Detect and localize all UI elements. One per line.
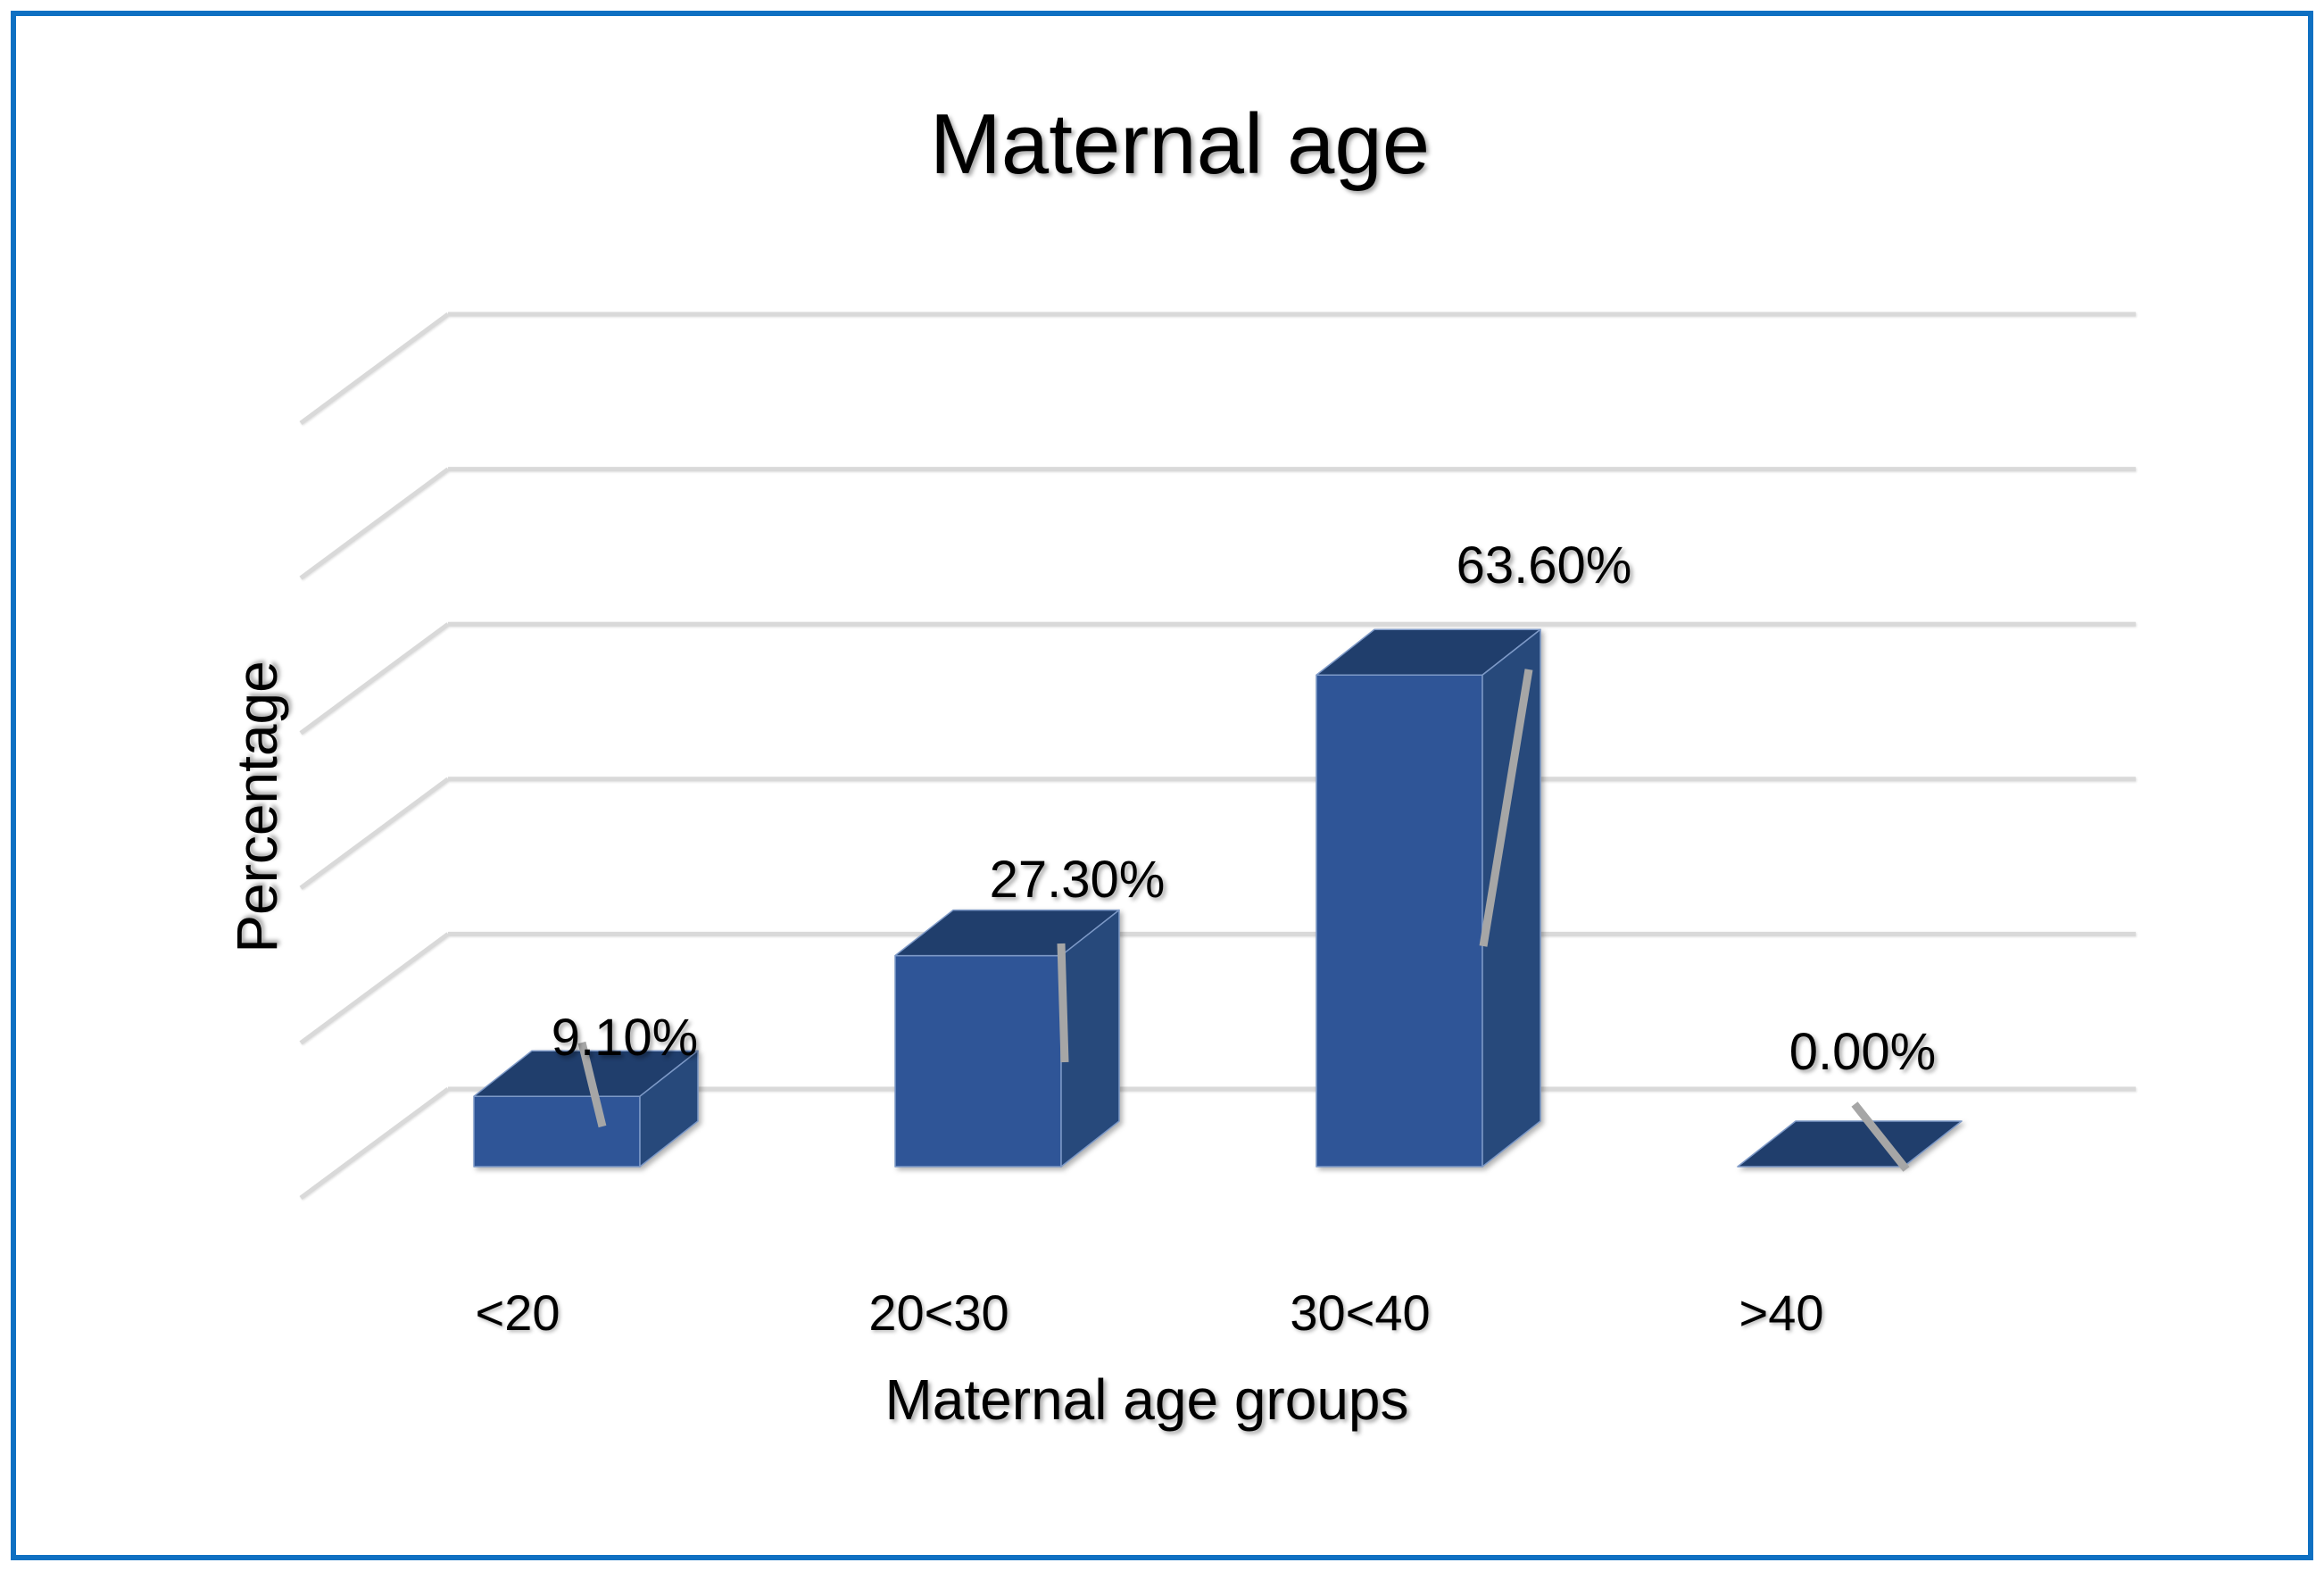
gridline-depth-diagonal [299, 312, 450, 426]
data-label: 27.30% [990, 851, 1166, 909]
bar-side-face [1482, 628, 1541, 1168]
bar-front-face [894, 954, 1062, 1168]
data-labels-group: 9.10% 27.30% 63.60% 0.00% [552, 536, 1936, 1081]
chart-title: Maternal age [930, 96, 1430, 192]
gridline-depth-diagonal [299, 622, 450, 736]
gridlines-group [299, 312, 2136, 1201]
x-axis-title: Maternal age groups [884, 1367, 1408, 1432]
gridline-depth-diagonal [299, 777, 450, 890]
gridline-depth-diagonal [299, 1086, 450, 1201]
label-leader-line [1851, 1101, 1910, 1172]
x-tick-label: 30<40 [1290, 1284, 1430, 1341]
x-tick-label: 20<30 [868, 1284, 1008, 1341]
page-border [11, 11, 2313, 1560]
bar-front-face [473, 1095, 641, 1168]
gridline-depth-diagonal [299, 467, 450, 580]
label-leader-line [577, 1041, 607, 1128]
category-labels-group: <20 20<30 30<40 >40 [476, 1284, 1824, 1341]
bars-group [473, 628, 1963, 1168]
x-tick-label: >40 [1739, 1284, 1824, 1341]
leader-lines-group [577, 669, 1910, 1172]
bar-side-face [1060, 909, 1120, 1168]
bar-zero-height-face [1737, 1120, 1963, 1168]
label-leader-line [1479, 669, 1533, 947]
gridline-depth-diagonal [299, 932, 450, 1045]
y-axis-title: Percentage [225, 661, 289, 952]
bar-front-face [1316, 674, 1483, 1168]
data-label: 63.60% [1457, 536, 1632, 594]
data-label: 9.10% [552, 1009, 698, 1067]
bar-side-face [639, 1050, 699, 1168]
x-tick-label: <20 [476, 1284, 560, 1341]
label-leader-line [1057, 943, 1069, 1063]
data-label: 0.00% [1789, 1023, 1936, 1081]
